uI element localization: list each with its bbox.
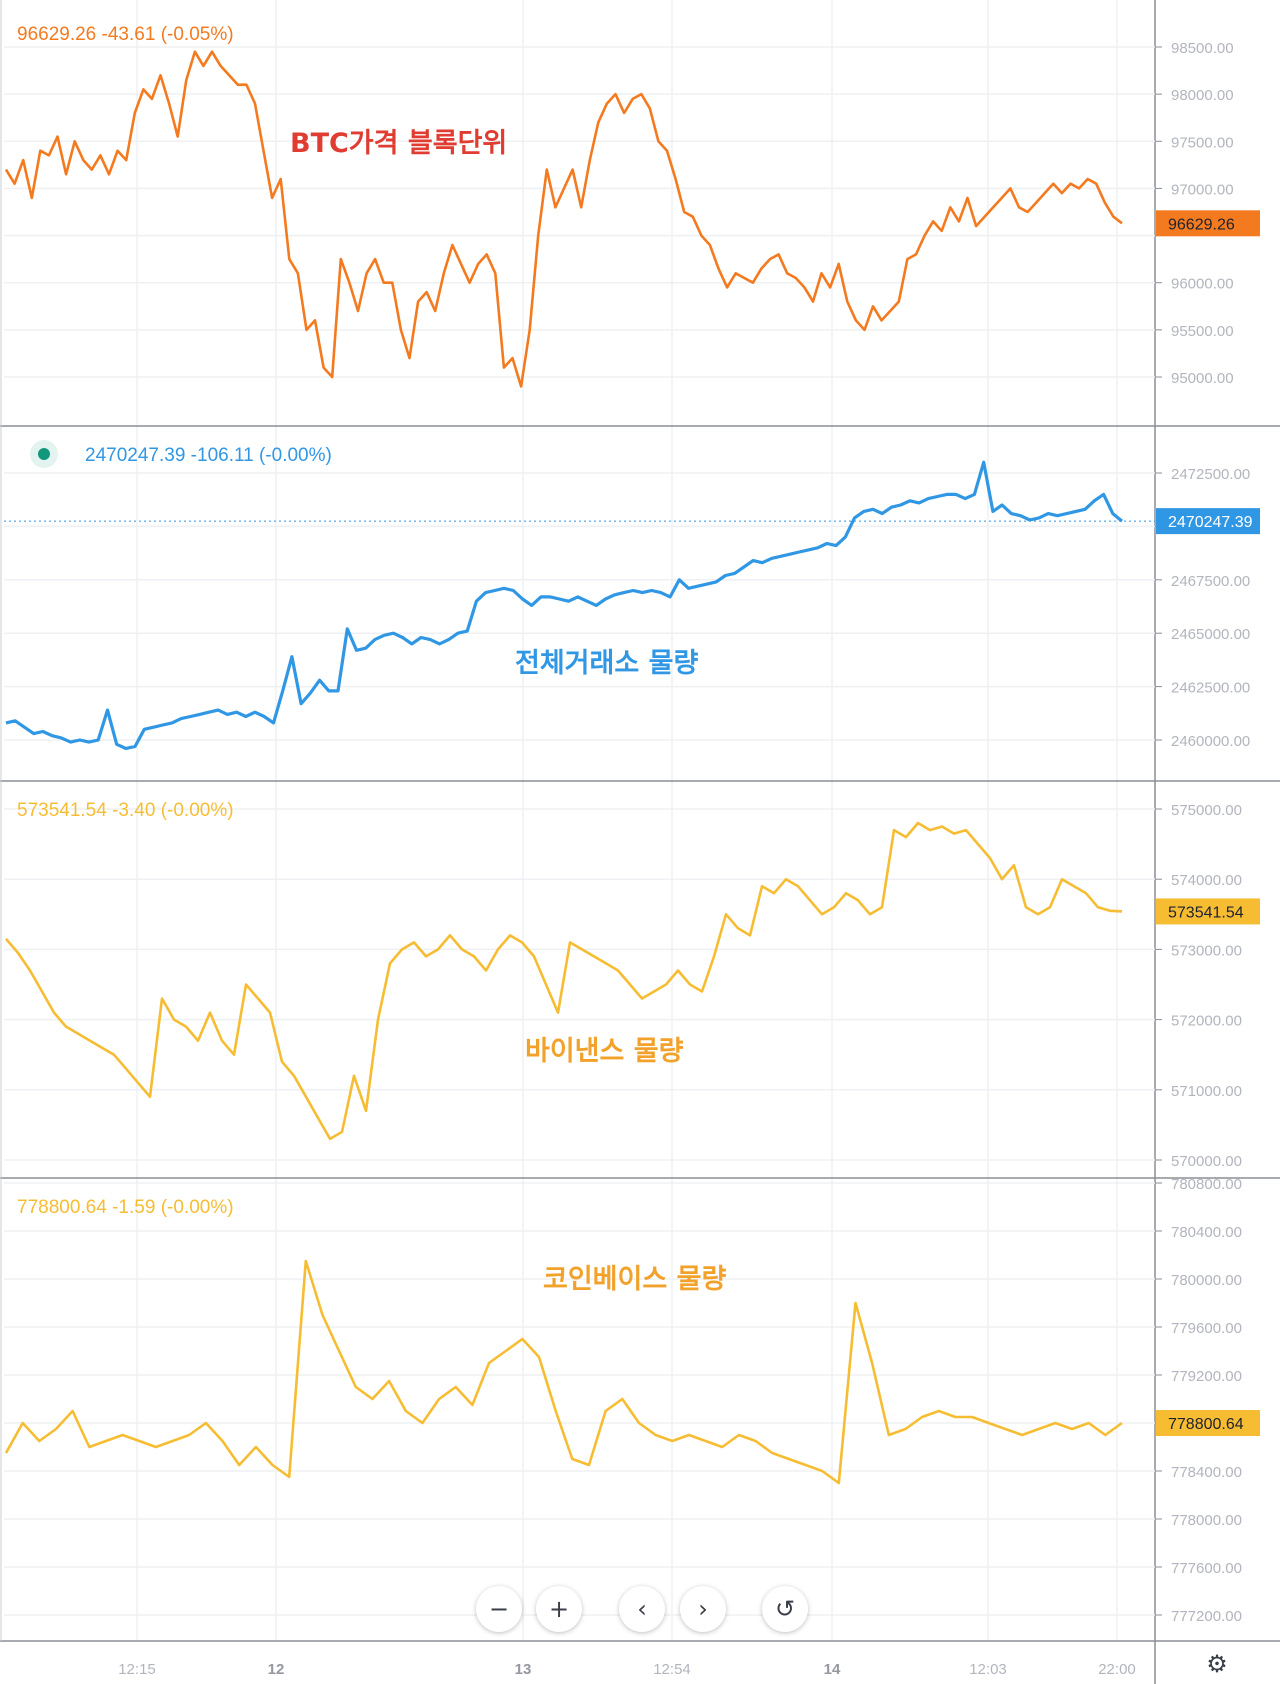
y-tick-label: 2462500.00 bbox=[1171, 680, 1250, 697]
legend-pct: (-0.05%) bbox=[161, 24, 234, 45]
series-line bbox=[4, 1259, 1123, 1485]
y-tick-label: 573000.00 bbox=[1171, 942, 1242, 959]
y-tick-label: 98500.00 bbox=[1171, 40, 1234, 57]
legend: 2470247.39 -106.11 (-0.00%) bbox=[30, 440, 332, 468]
minus-icon: − bbox=[488, 1595, 510, 1623]
y-tick-label: 2465000.00 bbox=[1171, 626, 1250, 643]
y-tick-label: 95500.00 bbox=[1171, 323, 1234, 340]
settings-button[interactable]: ⚙ bbox=[1203, 1650, 1231, 1678]
y-tick-label: 780000.00 bbox=[1171, 1272, 1242, 1289]
y-tick-label: 574000.00 bbox=[1171, 872, 1242, 889]
x-tick-label: 12 bbox=[268, 1661, 285, 1678]
legend-value: 573541.54 bbox=[17, 800, 112, 821]
series-line bbox=[4, 50, 1123, 388]
legend: 778800.64 -1.59 (-0.00%) bbox=[17, 1197, 234, 1218]
chart-title: BTC가격 블록단위 bbox=[290, 128, 507, 159]
last-value-tag: 96629.26 bbox=[1156, 210, 1260, 237]
legend-pct: (-0.00%) bbox=[259, 445, 332, 466]
x-axis: 12:15 12 13 12:54 14 12:03 22:00 bbox=[118, 1661, 1136, 1678]
last-value-tag: 778800.64 bbox=[1156, 1410, 1260, 1436]
last-value-tag-bg bbox=[1156, 898, 1260, 925]
x-tick-label: 12:15 bbox=[118, 1661, 156, 1678]
y-tick-label: 2472500.00 bbox=[1171, 466, 1250, 483]
legend: 573541.54 -3.40 (-0.00%) bbox=[17, 800, 234, 821]
plus-icon: + bbox=[548, 1595, 570, 1623]
chevron-right-icon: › bbox=[698, 1595, 708, 1623]
y-tick-label: 779600.00 bbox=[1171, 1320, 1242, 1337]
y-tick-label: 572000.00 bbox=[1171, 1013, 1242, 1030]
y-tick-label: 571000.00 bbox=[1171, 1083, 1242, 1100]
chart-panel-3: 570000.00 571000.00 572000.00 573000.00 5740… bbox=[4, 800, 1260, 1170]
last-value-tag-label: 96629.26 bbox=[1168, 216, 1235, 233]
legend-value: 778800.64 bbox=[17, 1197, 112, 1218]
legend-text: 778800.64 -1.59 (-0.00%) bbox=[17, 1197, 234, 1218]
legend-change: -1.59 bbox=[112, 1197, 161, 1218]
legend-value: 96629.26 bbox=[17, 24, 102, 45]
y-tick-label: 778000.00 bbox=[1171, 1512, 1242, 1529]
y-tick-label: 2467500.00 bbox=[1171, 573, 1250, 590]
chart-title: 코인베이스 물량 bbox=[543, 1264, 726, 1295]
y-tick-label: 779200.00 bbox=[1171, 1368, 1242, 1385]
y-tick-label: 97500.00 bbox=[1171, 134, 1234, 151]
x-tick-label: 22:00 bbox=[1098, 1661, 1136, 1678]
legend-pct: (-0.00%) bbox=[161, 800, 234, 821]
last-value-tag-bg bbox=[1156, 210, 1260, 237]
last-value-tag-bg bbox=[1156, 1410, 1260, 1436]
chart-panel-1: 95000.00 95500.00 96000.00 97000.00 97500.00… bbox=[4, 24, 1260, 388]
series-line bbox=[5, 821, 1123, 1141]
zoom-in-button[interactable]: + bbox=[536, 1586, 582, 1632]
last-value-tag-label: 2470247.39 bbox=[1168, 514, 1253, 531]
chart-title: 바이낸스 물량 bbox=[525, 1036, 684, 1067]
last-value-tag-label: 573541.54 bbox=[1168, 904, 1244, 921]
x-tick-label: 12:54 bbox=[653, 1661, 691, 1678]
gear-icon: ⚙ bbox=[1206, 1650, 1228, 1678]
y-tick-label: 2460000.00 bbox=[1171, 733, 1250, 750]
chevron-left-icon: ‹ bbox=[637, 1595, 647, 1623]
legend-text: 573541.54 -3.40 (-0.00%) bbox=[17, 800, 234, 821]
legend-text: 96629.26 -43.61 (-0.05%) bbox=[17, 24, 234, 45]
chart-panel-4: 777200.00 777600.00 778000.00 778400.00 7792… bbox=[4, 1176, 1260, 1625]
x-tick-label: 13 bbox=[515, 1661, 532, 1678]
y-tick-label: 97000.00 bbox=[1171, 181, 1234, 198]
zoom-out-button[interactable]: − bbox=[476, 1586, 522, 1632]
legend-change: -3.40 bbox=[112, 800, 161, 821]
legend: 96629.26 -43.61 (-0.05%) bbox=[17, 24, 234, 45]
y-tick-label: 777600.00 bbox=[1171, 1560, 1242, 1577]
legend-dot bbox=[38, 448, 50, 460]
legend-value: 2470247.39 bbox=[85, 445, 191, 466]
x-tick-label: 14 bbox=[824, 1661, 841, 1678]
y-tick-label: 777200.00 bbox=[1171, 1608, 1242, 1625]
last-value-tag: 573541.54 bbox=[1156, 898, 1260, 925]
y-tick-label: 96000.00 bbox=[1171, 276, 1234, 293]
last-value-tag-label: 778800.64 bbox=[1168, 1416, 1244, 1433]
reset-icon: ↺ bbox=[774, 1595, 796, 1623]
y-tick-label: 778400.00 bbox=[1171, 1464, 1242, 1481]
y-tick-label: 95000.00 bbox=[1171, 370, 1234, 387]
legend-text: 2470247.39 -106.11 (-0.00%) bbox=[85, 445, 332, 466]
scroll-left-button[interactable]: ‹ bbox=[619, 1586, 665, 1632]
y-tick-label: 780800.00 bbox=[1171, 1176, 1242, 1193]
last-value-tag-bg bbox=[1156, 508, 1260, 535]
chart-panel-2: 2460000.00 2462500.00 2465000.00 2467500.00… bbox=[4, 440, 1260, 751]
legend-pct: (-0.00%) bbox=[161, 1197, 234, 1218]
last-value-tag: 2470247.39 bbox=[1156, 508, 1260, 535]
reset-chart-button[interactable]: ↺ bbox=[762, 1586, 808, 1632]
series-line bbox=[5, 460, 1124, 751]
y-tick-label: 98000.00 bbox=[1171, 87, 1234, 104]
scroll-right-button[interactable]: › bbox=[680, 1586, 726, 1632]
y-tick-label: 570000.00 bbox=[1171, 1153, 1242, 1170]
y-tick-label: 780400.00 bbox=[1171, 1224, 1242, 1241]
legend-change: -106.11 bbox=[191, 445, 259, 466]
legend-change: -43.61 bbox=[102, 24, 161, 45]
y-tick-label: 575000.00 bbox=[1171, 802, 1242, 819]
chart-title: 전체거래소 물량 bbox=[515, 648, 698, 679]
x-tick-label: 12:03 bbox=[969, 1661, 1007, 1678]
